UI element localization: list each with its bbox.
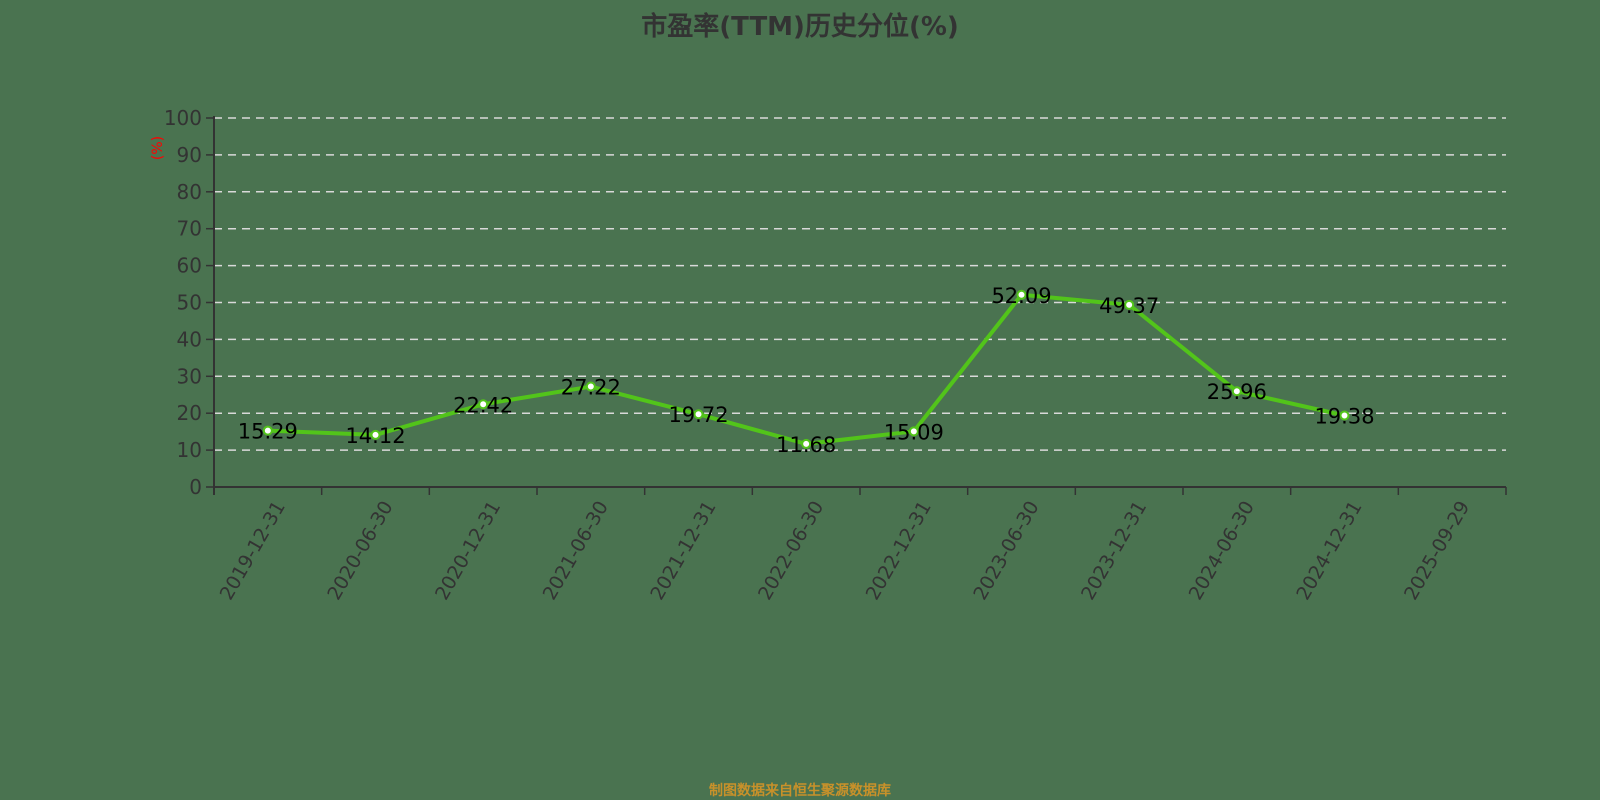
- y-axis-ticks: 0 10 20 30 40 50 60 70 80 90 100: [164, 106, 214, 499]
- data-point: [478, 399, 489, 410]
- data-label: 15.29: [238, 420, 298, 444]
- x-tick-label: 2023-12-31: [1077, 497, 1151, 604]
- data-label: 14.12: [345, 424, 405, 448]
- y-tick-label: 50: [177, 291, 202, 315]
- source-footer: 制图数据来自恒生聚源数据库: [709, 783, 891, 799]
- x-tick-label: 2021-12-31: [646, 497, 720, 604]
- data-point: [262, 425, 273, 436]
- gridlines: [214, 117, 1506, 451]
- data-label: 22.42: [453, 393, 513, 417]
- x-tick-label: 2021-06-30: [539, 497, 613, 604]
- data-label: 19.72: [668, 403, 728, 427]
- y-tick-label: 20: [177, 401, 202, 425]
- data-point: [693, 409, 704, 420]
- y-tick-label: 70: [177, 217, 202, 241]
- data-label: 27.22: [561, 376, 621, 400]
- data-point: [908, 426, 919, 437]
- x-tick-label: 2019-12-31: [216, 497, 290, 604]
- data-label: 25.96: [1207, 380, 1267, 404]
- data-point: [370, 429, 381, 440]
- x-tick-label: 2020-06-30: [323, 497, 397, 604]
- x-tick-label: 2024-12-31: [1292, 497, 1366, 604]
- y-tick-label: 100: [164, 106, 202, 130]
- x-tick-label: 2022-12-31: [862, 497, 936, 604]
- data-point: [585, 381, 596, 392]
- x-tick-label: 2025-09-29: [1400, 497, 1474, 604]
- x-axis-ticks: 2019-12-31 2020-06-30 2020-12-31 2021-06-30…: [213, 487, 1507, 604]
- data-point: [1231, 386, 1242, 397]
- data-label: 19.38: [1314, 404, 1374, 428]
- data-point: [1339, 410, 1350, 421]
- y-tick-label: 60: [177, 254, 202, 278]
- data-series: [262, 289, 1350, 449]
- y-tick-label: 0: [189, 475, 202, 499]
- y-tick-label: 10: [177, 438, 202, 462]
- x-tick-label: 2023-06-30: [969, 497, 1043, 604]
- data-label: 15.09: [884, 420, 944, 444]
- y-tick-label: 40: [177, 327, 202, 351]
- data-point: [1016, 289, 1027, 300]
- chart-title: 市盈率(TTM)历史分位(%): [641, 12, 959, 42]
- x-tick-label: 2024-06-30: [1185, 497, 1259, 604]
- x-tick-label: 2020-12-31: [431, 497, 505, 604]
- data-point: [801, 438, 812, 449]
- y-tick-label: 90: [177, 143, 202, 167]
- data-point: [1124, 299, 1135, 310]
- data-labels: 15.29 14.12 22.42 27.22 19.72 11.68 15.09 52.09…: [238, 284, 1375, 457]
- data-label: 52.09: [991, 284, 1051, 308]
- data-label: 11.68: [776, 433, 836, 457]
- series-line: [267, 292, 1345, 446]
- y-tick-label: 80: [177, 180, 202, 204]
- y-tick-label: 30: [177, 364, 202, 388]
- x-tick-label: 2022-06-30: [754, 497, 828, 604]
- data-label: 49.37: [1099, 294, 1159, 318]
